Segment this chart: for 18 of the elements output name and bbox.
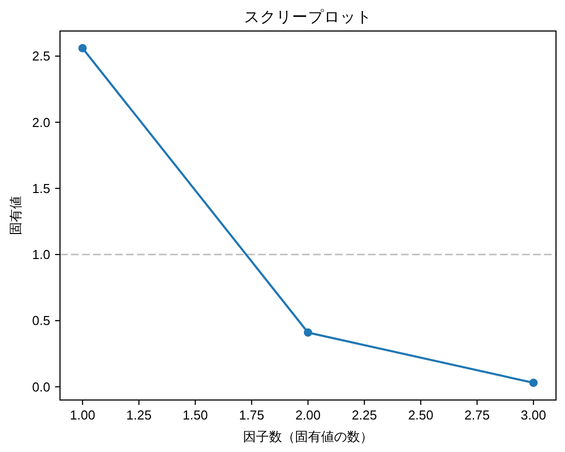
x-tick-label: 1.50 [182,407,208,422]
y-tick-label: 0.5 [32,313,50,328]
x-tick-label: 2.00 [295,407,321,422]
y-axis-title: 固有値 [8,196,23,235]
x-tick-label: 2.75 [464,407,490,422]
x-tick-label: 1.25 [126,407,152,422]
y-tick-label: 2.5 [32,48,50,64]
x-tick-label: 3.00 [520,407,546,422]
x-tick-label: 2.50 [408,407,434,422]
x-tick-label: 1.00 [70,407,96,422]
y-tick-label: 1.0 [32,247,50,262]
y-tick-label: 2.0 [32,114,50,130]
y-tick-label: 0.0 [32,379,50,394]
title: スクリープロット [244,9,372,26]
x-tick-label: 1.75 [238,407,264,422]
x-axis-title: 因子数（固有値の数） [243,429,373,444]
x-tick-label: 2.25 [352,407,378,422]
y-tick-label: 1.5 [32,180,50,196]
